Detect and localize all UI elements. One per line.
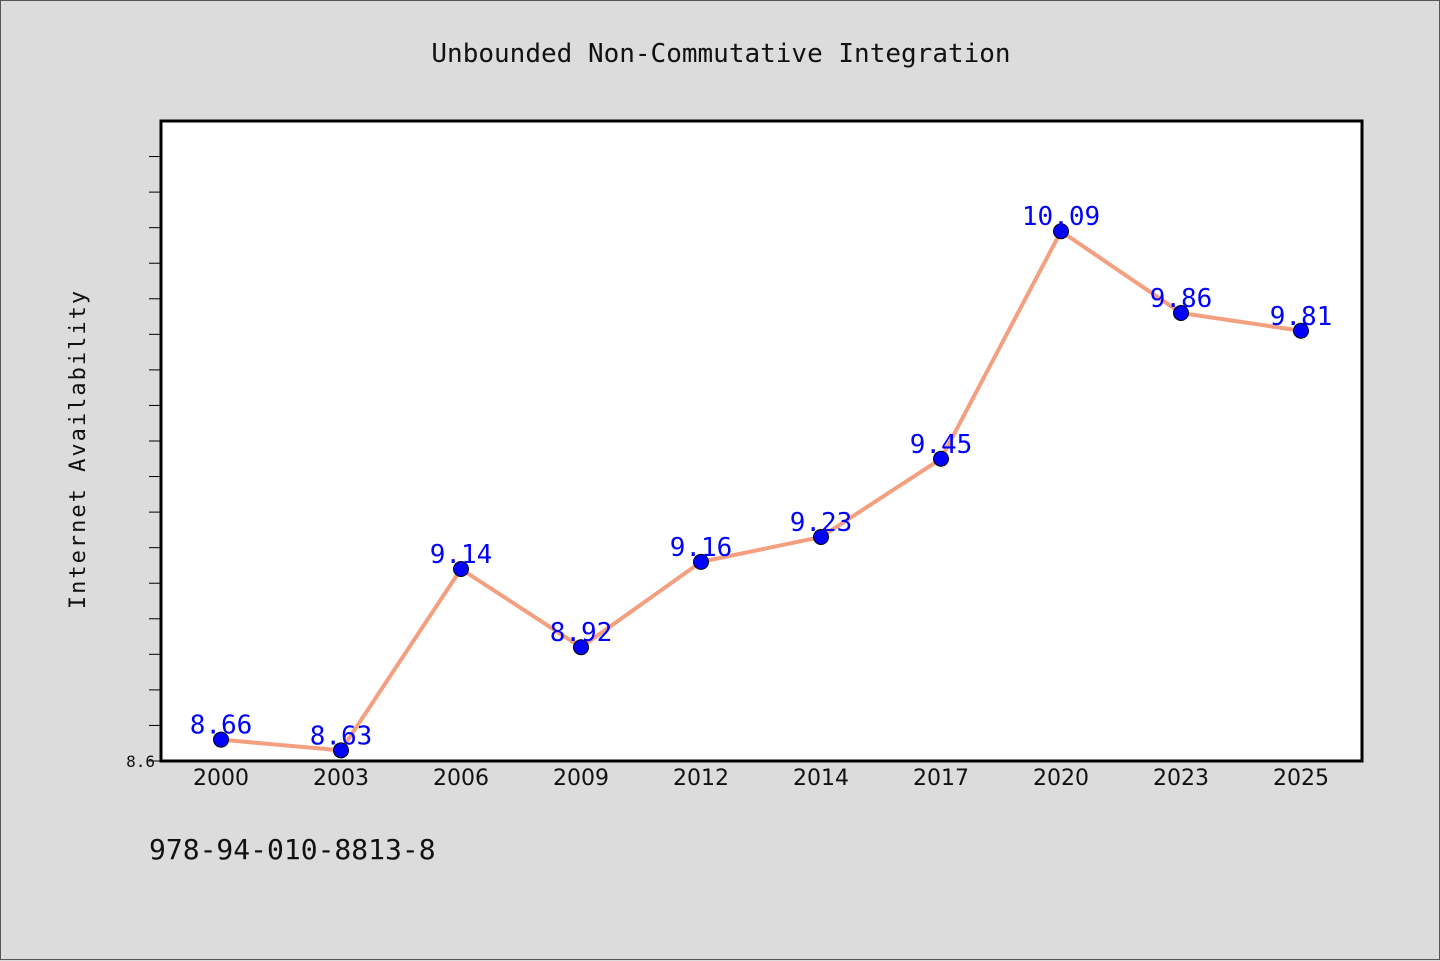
x-axis-ticks: 2000 2003 2006 2009 2012 2014 2017 2020 2023 2025 <box>193 766 1329 791</box>
x-tick-label: 2023 <box>1153 766 1209 791</box>
data-point-marker <box>693 553 709 570</box>
x-tick-label: 2000 <box>193 766 249 791</box>
y-axis-label: Internet Availability <box>66 289 91 609</box>
y-axis-ticks: 8.6 <box>126 156 161 771</box>
data-point-marker <box>813 529 829 545</box>
data-label: 9.81 <box>1270 302 1333 332</box>
data-label: 8.66 <box>190 711 253 741</box>
data-point-marker <box>1053 223 1069 240</box>
x-tick-label: 2025 <box>1273 766 1329 791</box>
data-label: 9.14 <box>430 540 493 570</box>
x-tick-label: 2020 <box>1033 766 1089 791</box>
x-tick-label: 2003 <box>313 766 369 791</box>
series-line <box>220 229 1302 753</box>
data-point-marker <box>333 742 349 759</box>
data-label: 9.45 <box>910 430 973 460</box>
data-point-marker <box>213 731 229 748</box>
data-label: 9.23 <box>790 508 853 538</box>
data-label: 8.92 <box>550 618 613 648</box>
data-labels: 8.66 8.63 9.14 8.92 9.16 9.23 9.45 10.09 9.86 9.8… <box>190 202 1333 751</box>
x-tick-label: 2017 <box>913 766 969 791</box>
data-label: 9.86 <box>1150 284 1213 314</box>
plot-area <box>159 119 1364 763</box>
x-tick-label: 2009 <box>553 766 609 791</box>
chart-title: Unbounded Non-Commutative Integration <box>431 39 1010 69</box>
footer-code: 978-94-010-8813-8 <box>149 833 436 866</box>
data-point-marker <box>1293 322 1309 339</box>
x-tick-label: 2012 <box>673 766 729 791</box>
data-label: 9.16 <box>670 533 733 563</box>
data-point-marker <box>1173 305 1189 321</box>
data-point-marker <box>933 450 949 467</box>
data-point-marker <box>573 639 589 656</box>
x-tick-label: 2014 <box>793 766 849 791</box>
data-label: 8.63 <box>310 721 373 751</box>
data-markers <box>213 223 1309 759</box>
data-point-marker <box>453 561 469 577</box>
data-label: 10.09 <box>1022 202 1100 232</box>
y-tick-label: 8.6 <box>126 752 155 771</box>
x-tick-label: 2006 <box>433 766 489 791</box>
